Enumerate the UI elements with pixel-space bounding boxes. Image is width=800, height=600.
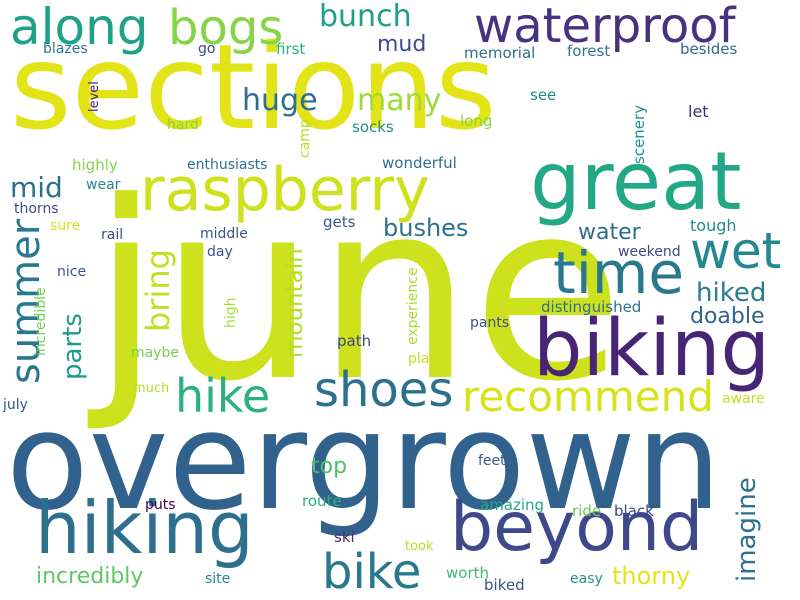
word: wear xyxy=(86,177,121,193)
word: ride xyxy=(572,502,602,520)
word: much xyxy=(133,381,170,396)
word: bogs xyxy=(168,0,284,56)
word: besides xyxy=(680,40,738,58)
word: took xyxy=(405,539,434,554)
word: sections xyxy=(10,18,497,156)
word: hiked xyxy=(696,278,767,308)
word: feet xyxy=(478,453,506,469)
word: site xyxy=(205,571,231,587)
word: along xyxy=(10,0,149,56)
word: waterproof xyxy=(474,0,736,54)
word: beyond xyxy=(450,488,704,567)
word: wonderful xyxy=(382,154,457,172)
word: forest xyxy=(567,42,611,60)
word: see xyxy=(530,86,557,104)
word: water xyxy=(578,220,641,245)
word: level xyxy=(87,81,102,112)
word: thorns xyxy=(14,201,59,217)
word: july xyxy=(3,397,28,413)
word: bunch xyxy=(319,0,412,34)
word: long xyxy=(460,112,493,130)
word: biking xyxy=(533,304,770,394)
word: worth xyxy=(446,564,490,582)
word: black xyxy=(614,502,654,520)
word: wet xyxy=(690,222,782,280)
word: nice xyxy=(57,264,87,280)
word: day xyxy=(207,244,233,260)
word: let xyxy=(688,102,709,121)
word: plan xyxy=(408,351,439,367)
word: maybe xyxy=(131,345,180,361)
word: weekend xyxy=(618,244,681,260)
word: hike xyxy=(175,369,271,423)
word: imagine xyxy=(732,477,762,582)
word: pants xyxy=(470,315,510,331)
word: incredibly xyxy=(36,564,144,589)
word: gets xyxy=(323,213,356,231)
word: socks xyxy=(352,118,394,136)
word: bushes xyxy=(383,214,469,242)
word: overgrown xyxy=(6,383,722,540)
word: doable xyxy=(690,304,765,329)
word: recommend xyxy=(462,372,714,421)
word: june xyxy=(92,150,624,436)
word: raspberry xyxy=(140,155,430,225)
word: easy xyxy=(570,571,603,587)
word: bring xyxy=(139,249,177,332)
word: many xyxy=(357,83,442,118)
word: camp xyxy=(297,119,313,158)
word: middle xyxy=(200,226,248,242)
word: first xyxy=(276,40,306,58)
word: highly xyxy=(72,156,118,174)
word: parts xyxy=(58,313,88,380)
word: incredible xyxy=(33,287,49,356)
word: time xyxy=(553,239,685,307)
word: huge xyxy=(242,83,318,118)
word: distinguished xyxy=(541,298,642,316)
word: enthusiasts xyxy=(187,157,268,173)
word: path xyxy=(337,332,372,350)
word: mid xyxy=(10,171,63,204)
word: mud xyxy=(377,32,427,57)
word: ski xyxy=(334,528,355,546)
word: great xyxy=(530,135,742,228)
word: thorny xyxy=(612,562,691,590)
word: hard xyxy=(167,117,199,133)
word: memorial xyxy=(464,44,536,62)
word: shoes xyxy=(314,362,454,418)
word: hiking xyxy=(35,486,254,570)
word: puts xyxy=(145,497,176,513)
word: rail xyxy=(101,227,124,243)
word: blazes xyxy=(43,41,88,57)
word: aware xyxy=(722,391,765,407)
word: scenery xyxy=(630,104,648,164)
word: mountain xyxy=(282,248,308,358)
word: go xyxy=(198,41,216,57)
word: top xyxy=(311,454,348,479)
word: bike xyxy=(322,544,422,600)
word: route xyxy=(302,492,342,510)
word: sure xyxy=(50,218,81,234)
word: high xyxy=(223,297,239,328)
word: experience xyxy=(405,267,421,345)
word: tough xyxy=(690,216,737,235)
word: biked xyxy=(484,576,525,594)
word: amazing xyxy=(480,496,545,514)
